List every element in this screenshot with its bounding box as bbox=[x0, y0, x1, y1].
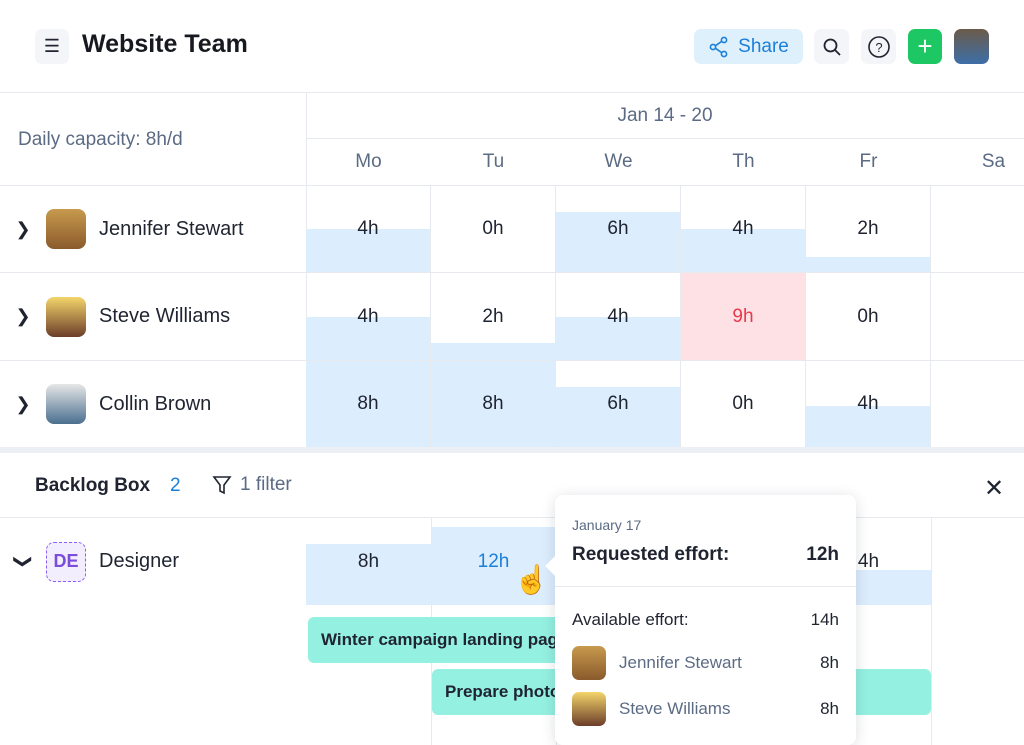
task-bar[interactable]: Winter campaign landing page bbox=[308, 617, 568, 663]
svg-text:?: ? bbox=[875, 40, 882, 55]
person-row[interactable]: ❯ Steve Williams bbox=[0, 273, 306, 360]
chevron-right-icon[interactable]: ❯ bbox=[15, 393, 31, 414]
filter-icon bbox=[212, 476, 232, 495]
avatar[interactable] bbox=[954, 29, 989, 64]
day-header: Fr bbox=[859, 151, 878, 172]
role-badge: DE bbox=[46, 541, 86, 582]
add-button[interactable]: + bbox=[908, 29, 942, 64]
search-button[interactable] bbox=[814, 29, 849, 64]
search-icon bbox=[823, 38, 841, 56]
capacity-cell[interactable]: 0h bbox=[431, 186, 556, 272]
capacity-cell[interactable] bbox=[931, 273, 1024, 360]
help-icon: ? bbox=[867, 35, 890, 58]
day-header: We bbox=[604, 151, 633, 172]
backlog-title: Backlog Box bbox=[35, 475, 151, 496]
capacity-cell[interactable]: 2h bbox=[806, 186, 931, 272]
avatar bbox=[46, 384, 86, 424]
hand-cursor-icon: ☝ bbox=[514, 564, 549, 595]
avatar bbox=[572, 692, 606, 726]
chevron-right-icon[interactable]: ❯ bbox=[15, 306, 31, 326]
capacity-cell[interactable]: 9h bbox=[681, 273, 806, 360]
capacity-cell[interactable]: 4h bbox=[681, 186, 806, 272]
help-button[interactable]: ? bbox=[861, 29, 896, 64]
role-row[interactable]: ❯ DE Designer bbox=[0, 518, 306, 605]
tooltip-person: Jennifer Stewart 8h bbox=[572, 646, 839, 680]
capacity-cell[interactable]: 0h bbox=[806, 273, 931, 360]
avatar bbox=[46, 209, 86, 249]
capacity-cell[interactable]: 12h bbox=[431, 518, 556, 605]
capacity-cell[interactable]: 6h bbox=[556, 186, 681, 272]
capacity-cell[interactable]: 4h bbox=[306, 186, 431, 272]
avatar bbox=[572, 646, 606, 680]
capacity-cell[interactable]: 8h bbox=[306, 518, 431, 605]
day-header: Th bbox=[732, 151, 755, 172]
person-row[interactable]: ❯ Jennifer Stewart bbox=[0, 186, 306, 272]
day-header: Sa bbox=[981, 151, 1006, 172]
tooltip-person: Steve Williams 8h bbox=[572, 692, 839, 726]
close-icon[interactable]: ✕ bbox=[984, 475, 1005, 502]
capacity-cell[interactable]: 8h bbox=[306, 361, 431, 447]
capacity-cell[interactable]: 4h bbox=[806, 361, 931, 447]
menu-button[interactable]: ☰ bbox=[35, 29, 69, 64]
tooltip-date: January 17 bbox=[572, 517, 642, 533]
menu-icon: ☰ bbox=[43, 36, 61, 56]
capacity-cell[interactable] bbox=[931, 186, 1024, 272]
person-row[interactable]: ❯ Collin Brown bbox=[0, 361, 306, 447]
week-label: Jan 14 - 20 bbox=[617, 105, 713, 126]
capacity-cell[interactable]: 2h bbox=[431, 273, 556, 360]
capacity-cell[interactable]: 4h bbox=[306, 273, 431, 360]
page-title: Website Team bbox=[82, 30, 248, 58]
day-header: Tu bbox=[482, 151, 505, 172]
capacity-cell[interactable]: 0h bbox=[681, 361, 806, 447]
filter-button[interactable]: 1 filter bbox=[212, 474, 292, 496]
avatar bbox=[46, 296, 86, 337]
share-button[interactable]: Share bbox=[694, 29, 803, 64]
backlog-count: 2 bbox=[170, 475, 181, 496]
capacity-cell[interactable] bbox=[931, 518, 1024, 605]
share-icon bbox=[709, 36, 728, 57]
day-header: Mo bbox=[355, 151, 382, 172]
capacity-cell[interactable] bbox=[931, 361, 1024, 447]
daily-capacity: Daily capacity: 8h/d bbox=[18, 129, 183, 150]
capacity-cell[interactable]: 4h bbox=[556, 273, 681, 360]
capacity-cell[interactable]: 8h bbox=[431, 361, 556, 447]
effort-tooltip: January 17 Requested effort: 12h Availabl… bbox=[545, 495, 856, 745]
chevron-right-icon[interactable]: ❯ bbox=[15, 218, 31, 239]
chevron-down-icon[interactable]: ❯ bbox=[13, 553, 34, 570]
plus-icon: + bbox=[917, 31, 933, 61]
capacity-cell[interactable]: 6h bbox=[556, 361, 681, 447]
